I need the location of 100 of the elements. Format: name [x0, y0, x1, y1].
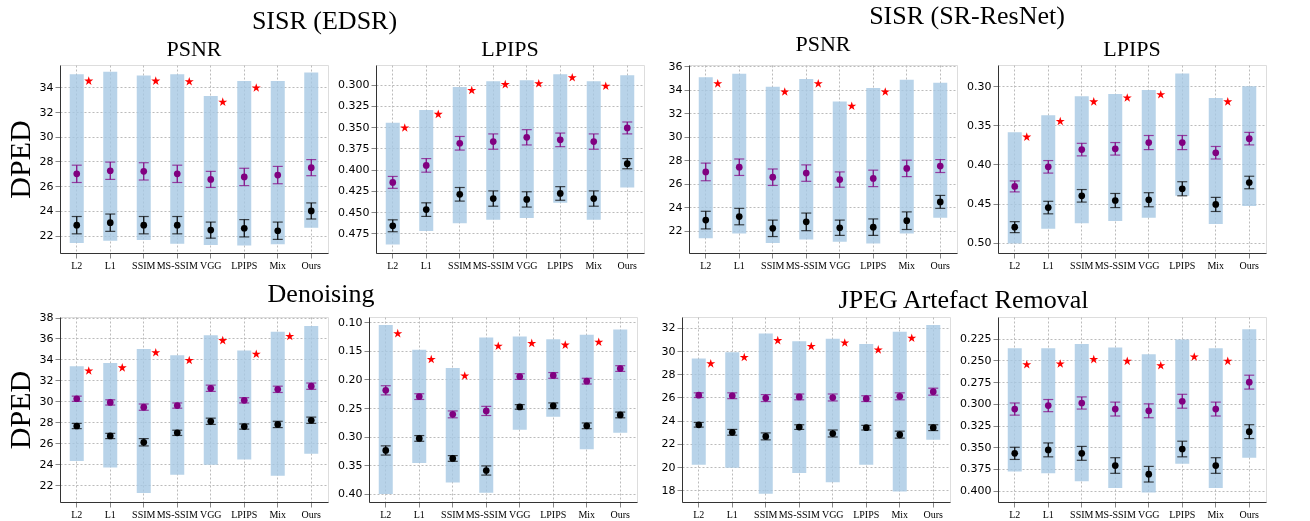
bar: [1141, 354, 1156, 493]
x-tick-label: LPIPS: [540, 508, 567, 520]
bar: [136, 348, 151, 494]
point: [389, 179, 397, 186]
point: [173, 170, 181, 178]
point: [1212, 201, 1220, 208]
x-tick-label: Mix: [269, 259, 287, 271]
y-tick-label: 0.375: [960, 462, 992, 476]
x-tick-label: L1: [104, 508, 116, 520]
x-tick-label: SSIM: [132, 508, 156, 520]
point: [1145, 139, 1153, 146]
point: [1245, 428, 1253, 435]
point: [1145, 407, 1153, 415]
chart-subtitle: PSNR: [795, 31, 851, 57]
bar: [170, 355, 185, 475]
y-tick-label: 30: [661, 344, 676, 358]
y-tick-label: 0.375: [338, 141, 370, 155]
y-tick-label: 30: [668, 130, 683, 144]
bar: [304, 72, 319, 228]
point: [869, 223, 877, 231]
y-tick-label: 0.325: [338, 99, 370, 113]
bar: [1242, 329, 1257, 458]
point: [1145, 470, 1153, 478]
bar: [519, 80, 534, 219]
x-tick-label: L2: [380, 508, 392, 520]
bar: [732, 73, 747, 234]
y-tick-label: 24: [668, 200, 683, 214]
point: [769, 173, 777, 181]
x-tick-label: VGG: [515, 259, 538, 271]
chart-title: Denoising: [267, 279, 375, 309]
x-tick-label: L2: [387, 259, 399, 271]
bar: [1242, 86, 1257, 206]
point: [702, 216, 710, 224]
bar: [553, 74, 568, 203]
y-tick-label: 0.30: [967, 79, 992, 93]
x-tick-label: Ours: [930, 259, 951, 271]
x-tick-label: Mix: [1207, 259, 1225, 271]
y-tick-label: 26: [39, 436, 54, 450]
bar: [1175, 339, 1190, 464]
chart-title: JPEG Artefact Removal: [838, 284, 1089, 314]
x-tick-label: MS-SSIM: [1094, 508, 1136, 520]
point: [1212, 149, 1220, 157]
bar: [579, 334, 594, 450]
y-tick-label: 30: [39, 394, 54, 408]
bar: [103, 363, 118, 468]
point: [523, 196, 531, 203]
point: [702, 168, 710, 176]
y-tick-label: 24: [39, 204, 54, 218]
point: [140, 168, 148, 175]
bar: [378, 325, 393, 494]
point: [556, 190, 564, 197]
bar: [237, 350, 252, 460]
x-tick-label: L2: [1009, 508, 1021, 520]
point: [802, 169, 810, 177]
bar: [1108, 93, 1123, 221]
y-tick-label: 0.325: [960, 419, 992, 433]
x-tick-label: MS-SSIM: [156, 259, 198, 271]
bar: [799, 79, 814, 240]
bar: [237, 81, 252, 246]
point: [1178, 139, 1186, 146]
x-tick-label: L1: [1042, 259, 1054, 271]
bar: [69, 74, 84, 244]
y-tick-label: 0.35: [338, 458, 363, 472]
x-tick-label: SSIM: [448, 259, 472, 271]
y-tick-label: 0.35: [967, 118, 992, 132]
bar: [1007, 132, 1022, 244]
x-tick-label: L1: [1042, 508, 1054, 520]
point: [307, 164, 315, 172]
bar: [270, 81, 285, 245]
bar: [832, 101, 847, 242]
bar: [758, 333, 773, 494]
point: [207, 176, 215, 183]
y-tick-label: 32: [39, 373, 54, 387]
chart-subtitle: LPIPS: [1103, 36, 1161, 61]
point: [1078, 192, 1086, 200]
x-tick-label: SSIM: [132, 259, 156, 271]
x-tick-label: MS-SSIM: [472, 259, 514, 271]
y-tick-label: 0.40: [338, 487, 363, 501]
y-tick-label: 38: [39, 311, 54, 325]
point: [1111, 197, 1119, 204]
point: [106, 219, 114, 227]
point: [1178, 185, 1186, 193]
y-tick-label: 22: [661, 437, 676, 451]
bar: [620, 75, 635, 188]
bar: [479, 337, 494, 493]
point: [1111, 405, 1119, 413]
x-tick-label: Mix: [585, 259, 603, 271]
x-tick-label: MS-SSIM: [1094, 259, 1136, 271]
bar: [825, 338, 840, 483]
x-tick-label: MS-SSIM: [778, 508, 820, 520]
x-tick-label: L1: [413, 508, 425, 520]
bar: [1007, 348, 1022, 472]
x-tick-label: L2: [71, 259, 83, 271]
bar: [691, 358, 706, 465]
bar: [512, 336, 527, 430]
point: [836, 224, 844, 232]
bar: [136, 75, 151, 241]
bar: [933, 82, 948, 218]
x-tick-label: LPIPS: [231, 508, 258, 520]
x-tick-label: SSIM: [441, 508, 465, 520]
